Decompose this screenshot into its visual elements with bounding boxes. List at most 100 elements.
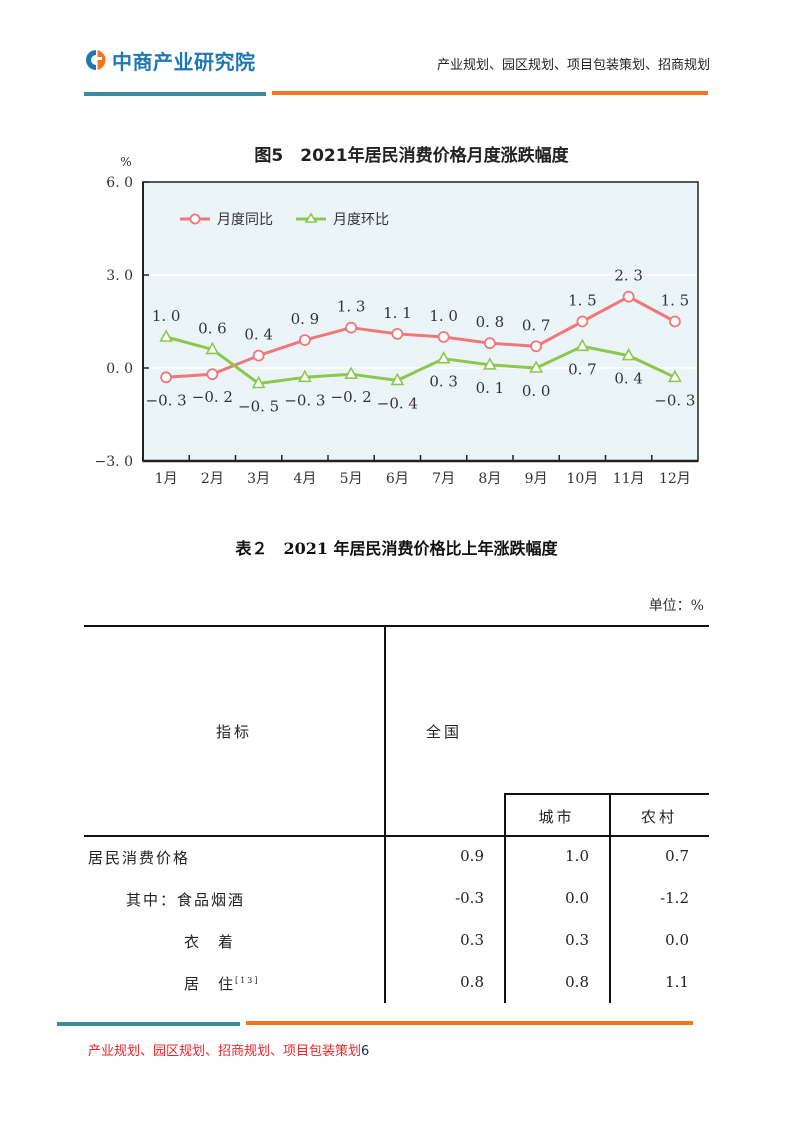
data-point-triangle-icon bbox=[205, 341, 220, 355]
data-point-circle-icon bbox=[622, 290, 635, 303]
row-indicator-text: 居 住 bbox=[184, 975, 236, 993]
x-tick-label: 8月 bbox=[478, 471, 501, 487]
x-tick-label: 2月 bbox=[201, 471, 224, 487]
page-number: 6 bbox=[361, 1044, 370, 1059]
data-point-circle-icon bbox=[206, 368, 219, 381]
data-point-circle-icon bbox=[160, 371, 173, 384]
x-axis-ticks: 1月 2月 3月 4月 5月 6月 7月 8月 9月 10月 11月 12月 bbox=[155, 455, 691, 487]
data-label: 0. 0 bbox=[522, 382, 551, 400]
table-vline-2 bbox=[504, 793, 506, 1003]
data-point-triangle-icon bbox=[436, 351, 451, 364]
logo-text: 中商产业研究院 bbox=[112, 49, 256, 74]
row-national: 0.8 bbox=[460, 973, 484, 991]
chart-legend: 月度同比 月度环比 bbox=[180, 212, 389, 228]
data-label: 0. 9 bbox=[291, 310, 320, 328]
data-label: 0. 7 bbox=[522, 316, 551, 334]
table-unit: 单位：% bbox=[648, 598, 704, 614]
company-logo: 中商产业研究院 bbox=[84, 44, 256, 76]
header-rural: 农村 bbox=[640, 808, 677, 826]
header-divider-orange bbox=[272, 91, 708, 95]
x-tick-label: 11月 bbox=[613, 471, 645, 487]
row-urban: 0.3 bbox=[565, 931, 589, 949]
data-point-circle-icon bbox=[252, 349, 265, 362]
data-label: −0. 3 bbox=[146, 391, 187, 409]
row-national: -0.3 bbox=[455, 889, 484, 907]
data-point-circle-icon bbox=[530, 340, 543, 353]
row-urban: 0.8 bbox=[565, 973, 589, 991]
data-point-triangle-icon bbox=[251, 375, 266, 389]
data-point-triangle-icon bbox=[344, 366, 358, 379]
row-national: 0.9 bbox=[460, 847, 484, 865]
data-label: 0. 4 bbox=[244, 326, 273, 344]
x-tick-label: 12月 bbox=[659, 471, 691, 487]
data-point-circle-icon bbox=[668, 315, 681, 328]
row-indicator: 其中：食品烟酒 bbox=[126, 891, 246, 909]
row-indicator: 居 住[13] bbox=[184, 973, 259, 994]
header-urban: 城市 bbox=[538, 808, 575, 826]
data-label: 2. 3 bbox=[614, 267, 643, 285]
plot-area bbox=[143, 182, 698, 461]
row-national: 0.3 bbox=[460, 931, 484, 949]
data-label: −0. 2 bbox=[192, 388, 233, 406]
data-label: 1. 5 bbox=[661, 292, 690, 310]
data-point-circle-icon bbox=[576, 315, 589, 328]
x-tick-label: 3月 bbox=[247, 471, 270, 487]
x-tick-label: 9月 bbox=[525, 471, 548, 487]
row-urban: 1.0 bbox=[565, 847, 589, 865]
series-line-0 bbox=[166, 295, 676, 379]
data-point-triangle-icon bbox=[575, 338, 590, 352]
row-rural: -1.2 bbox=[660, 889, 689, 907]
data-point-triangle-icon bbox=[621, 347, 636, 361]
x-tick-label: 6月 bbox=[386, 471, 409, 487]
x-tick-label: 1月 bbox=[155, 471, 178, 487]
table-vline-1 bbox=[384, 625, 386, 1003]
row-rural: 0.0 bbox=[665, 931, 689, 949]
y-tick-label: 3. 0 bbox=[106, 268, 133, 284]
y-axis-unit: % bbox=[120, 155, 131, 169]
data-label: 1. 0 bbox=[429, 307, 458, 325]
header-indicator: 指标 bbox=[215, 723, 252, 741]
x-tick-label: 5月 bbox=[340, 471, 363, 487]
data-label: 1. 1 bbox=[383, 304, 412, 322]
header-tagline: 产业规划、园区规划、项目包装策划、招商规划 bbox=[436, 58, 710, 73]
x-tick-label: 10月 bbox=[566, 471, 598, 487]
data-table: 指标 全国 城市 农村 居民消费价格 0.9 1.0 0.7 其中：食品烟酒 -… bbox=[84, 625, 709, 1005]
line-chart: 6. 03. 00. 0−3. 0 1月 2月 3月 4月 5月 6月 7月 8月 9月 10月 1… bbox=[95, 155, 699, 487]
data-point-circle-icon bbox=[298, 334, 311, 347]
data-label: 1. 3 bbox=[337, 298, 366, 316]
row-rural: 0.7 bbox=[665, 847, 689, 865]
data-point-triangle-icon bbox=[483, 357, 497, 370]
table-top-rule bbox=[84, 625, 709, 627]
logo-mark-icon bbox=[84, 48, 108, 72]
chart-title: 图5 2021年居民消费价格月度涨跌幅度 bbox=[254, 146, 569, 166]
header-divider-teal bbox=[84, 92, 266, 96]
data-point-circle-icon bbox=[345, 321, 358, 334]
table-row: 衣 着 0.3 0.3 0.0 bbox=[84, 931, 709, 961]
table-vline-3 bbox=[609, 793, 611, 1003]
footer-divider-orange bbox=[246, 1021, 693, 1025]
data-point-triangle-icon bbox=[668, 369, 682, 383]
y-tick-label: 6. 0 bbox=[106, 175, 133, 191]
table-row: 居 住[13] 0.8 0.8 1.1 bbox=[84, 973, 709, 1003]
data-label: 1. 5 bbox=[568, 292, 597, 310]
data-point-circle-icon bbox=[483, 337, 496, 350]
x-tick-label: 7月 bbox=[432, 471, 455, 487]
data-label: −0. 3 bbox=[654, 391, 695, 409]
data-point-circle-icon bbox=[391, 327, 404, 340]
series-line-1 bbox=[165, 335, 676, 385]
table-header-rule bbox=[84, 835, 709, 837]
data-point-circle-icon bbox=[437, 331, 450, 343]
footnote-ref[interactable]: [13] bbox=[235, 976, 260, 985]
data-label: −0. 2 bbox=[331, 388, 372, 406]
data-label: 0. 3 bbox=[429, 373, 458, 391]
data-label: −0. 4 bbox=[377, 394, 418, 412]
table-title: 表２ 2021 年居民消费价格比上年涨跌幅度 bbox=[235, 539, 558, 558]
legend-label-yoy: 月度同比 bbox=[217, 212, 273, 228]
data-point-triangle-icon bbox=[298, 369, 312, 383]
data-label: 0. 7 bbox=[568, 360, 597, 378]
header-national: 全国 bbox=[426, 723, 463, 741]
footer-text: 产业规划、园区规划、招商规划、项目包装策划 bbox=[88, 1044, 362, 1059]
y-tick-label: 0. 0 bbox=[106, 361, 133, 377]
y-axis-ticks: 6. 0 3. 0 0. 0 −3. 0 bbox=[95, 175, 149, 470]
data-label: −0. 3 bbox=[284, 391, 325, 409]
